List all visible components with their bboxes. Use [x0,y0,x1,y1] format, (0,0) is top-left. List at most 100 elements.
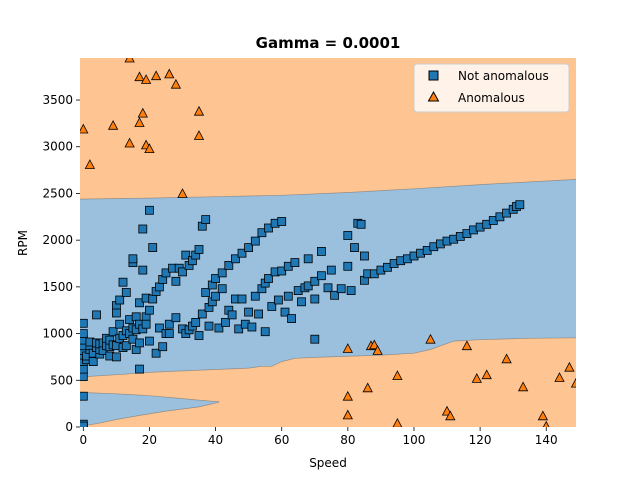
not-anomalous-point [280,307,290,317]
not-anomalous-point [161,268,171,278]
not-anomalous-point [154,282,164,292]
anomalous-point [150,70,162,81]
anomalous-point [134,117,145,127]
anomalous-point [193,130,205,140]
not-anomalous-point [121,341,131,351]
anomalous-point [144,143,155,153]
not-anomalous-point [80,372,88,382]
not-anomalous-point [204,321,214,331]
not-anomalous-point [244,307,254,317]
not-anomalous-point [158,342,168,352]
anomalous-point [481,369,492,380]
not-anomalous-point [88,357,98,367]
anomalous-point [342,409,353,420]
not-anomalous-point [194,331,204,340]
legend-triangle-marker [427,90,440,102]
not-anomalous-point [178,267,187,277]
not-anomalous-point [115,319,125,329]
not-anomalous-point [214,323,224,333]
not-anomalous-point [290,258,300,268]
anomalous-point [342,390,353,401]
not-anomalous-point [323,283,333,293]
anomalous-point [124,137,135,148]
not-anomalous-point [224,260,234,270]
boundary-line [80,337,576,378]
legend-box [413,63,570,113]
anomalous-point [537,410,549,421]
anomalous-point [342,343,353,353]
anomalous-point [140,74,152,84]
not-anomalous-point [221,317,230,327]
y-tick-label: 500 [50,373,73,387]
not-anomalous-point [197,309,207,319]
not-anomalous-point [267,302,277,311]
anomalous-point [570,377,576,388]
not-anomalous-point [112,352,121,362]
not-anomalous-point [350,243,359,253]
anomalous-point [124,58,135,63]
legend: Not anomalous Anomalous [413,63,570,113]
not-anomalous-point [237,248,247,258]
anomalous-point [471,373,482,383]
not-anomalous-point [80,364,88,374]
anomalous-point [134,71,145,82]
not-anomalous-point [277,266,287,276]
anomalous-point [564,361,575,372]
not-anomalous-point [237,294,247,304]
not-anomalous-point [135,338,144,348]
plot-area [80,58,576,427]
not-anomalous-point [135,298,144,308]
anomalous-point [501,353,512,364]
anomalous-point [84,159,96,169]
anomalous-point [107,119,119,130]
not-anomalous-point [92,310,101,320]
not-anomalous-point [217,268,227,278]
not-anomalous-point [250,236,260,246]
anomalous-point [542,420,550,427]
not-anomalous-point [201,215,211,225]
y-tick-label: 1000 [42,327,73,341]
not-anomalous-point [287,314,297,324]
anomalous-point [164,68,175,79]
not-anomalous-point [141,319,151,329]
not-anomalous-point [118,277,128,287]
not-anomalous-point [138,265,148,275]
not-anomalous-point [138,224,148,234]
not-anomalous-point [164,329,174,339]
not-anomalous-point [148,294,158,304]
not-anomalous-point [264,223,273,233]
normal-region-tongue [80,392,219,427]
not-anomalous-point [257,228,267,238]
not-anomalous-point [171,313,181,323]
not-anomalous-point [336,284,346,294]
anomalous-point [80,123,89,134]
not-anomalous-point [80,329,88,339]
anomalous-point [369,339,380,350]
y-tick-label: 1500 [42,280,73,294]
not-anomalous-point [343,231,353,240]
x-tick-label: 120 [469,433,492,447]
anomalous-point [554,372,565,382]
not-anomalous-point [310,334,320,344]
not-anomalous-point [316,246,326,256]
x-tick-label: 60 [274,433,289,447]
not-anomalous-point [244,243,254,253]
anomalous-point [517,381,529,392]
x-tick-label: 80 [340,433,355,447]
not-anomalous-point [316,271,326,281]
not-anomalous-point [303,254,313,264]
not-anomalous-point [515,200,525,210]
not-anomalous-point [151,348,161,358]
not-anomalous-point [310,294,320,304]
x-axis: 0 20 40 60 80 100 120 140 [79,427,558,447]
not-anomalous-point [247,322,257,332]
not-anomalous-point [80,318,88,328]
not-anomalous-point [135,364,144,374]
not-anomalous-point [283,291,293,301]
not-anomalous-point [260,327,270,337]
boundary-line [80,179,576,200]
not-anomalous-point [250,291,260,301]
not-anomalous-point [330,290,340,300]
not-anomalous-point [356,219,366,229]
